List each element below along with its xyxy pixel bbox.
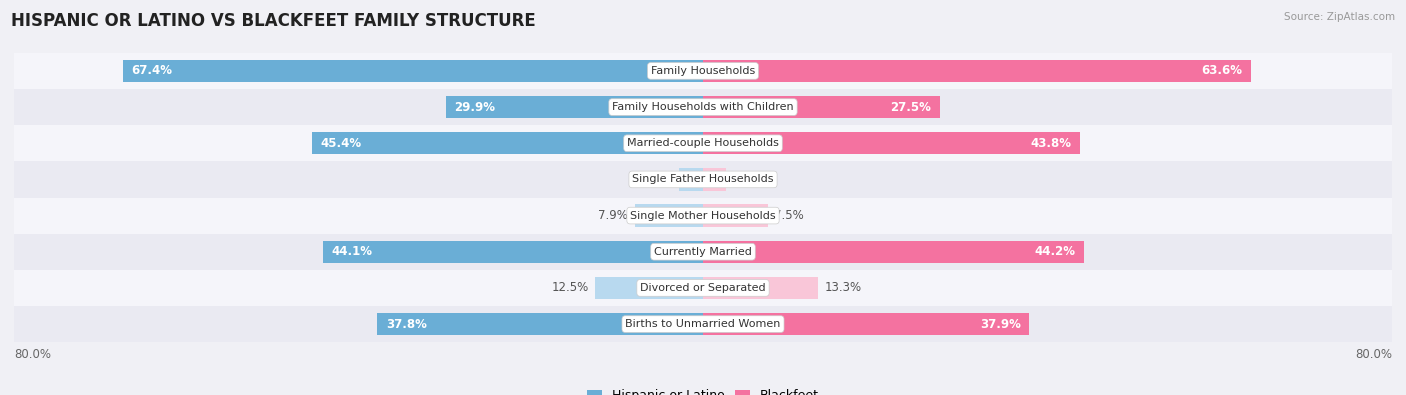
Text: 13.3%: 13.3% [824, 281, 862, 294]
Text: 45.4%: 45.4% [321, 137, 361, 150]
Text: HISPANIC OR LATINO VS BLACKFEET FAMILY STRUCTURE: HISPANIC OR LATINO VS BLACKFEET FAMILY S… [11, 12, 536, 30]
Text: Source: ZipAtlas.com: Source: ZipAtlas.com [1284, 12, 1395, 22]
Bar [703, 241, 1084, 263]
Text: 29.9%: 29.9% [454, 101, 495, 114]
Text: Currently Married: Currently Married [654, 247, 752, 257]
Text: 63.6%: 63.6% [1201, 64, 1241, 77]
Text: Married-couple Households: Married-couple Households [627, 138, 779, 148]
Bar [377, 313, 703, 335]
Bar [703, 132, 1080, 154]
Bar [14, 125, 1392, 161]
Text: Divorced or Separated: Divorced or Separated [640, 283, 766, 293]
Text: 43.8%: 43.8% [1031, 137, 1071, 150]
Text: 80.0%: 80.0% [1355, 348, 1392, 361]
Bar [703, 168, 727, 191]
Bar [703, 313, 1029, 335]
Text: 27.5%: 27.5% [890, 101, 931, 114]
Text: Family Households with Children: Family Households with Children [612, 102, 794, 112]
Bar [703, 277, 817, 299]
Text: 7.5%: 7.5% [775, 209, 804, 222]
Bar [703, 204, 768, 227]
Bar [14, 161, 1392, 198]
Text: Births to Unmarried Women: Births to Unmarried Women [626, 319, 780, 329]
Bar [636, 204, 703, 227]
Bar [14, 270, 1392, 306]
Legend: Hispanic or Latino, Blackfeet: Hispanic or Latino, Blackfeet [582, 384, 824, 395]
Bar [14, 53, 1392, 89]
Bar [703, 60, 1251, 82]
Bar [122, 60, 703, 82]
Text: 7.9%: 7.9% [598, 209, 628, 222]
Text: Single Mother Households: Single Mother Households [630, 211, 776, 220]
Text: 2.8%: 2.8% [643, 173, 672, 186]
Bar [312, 132, 703, 154]
Text: 44.2%: 44.2% [1033, 245, 1076, 258]
Text: 37.9%: 37.9% [980, 318, 1021, 331]
Text: 37.8%: 37.8% [387, 318, 427, 331]
Bar [446, 96, 703, 118]
Text: Family Households: Family Households [651, 66, 755, 76]
Bar [14, 198, 1392, 234]
Bar [14, 234, 1392, 270]
Bar [679, 168, 703, 191]
Bar [323, 241, 703, 263]
Text: 44.1%: 44.1% [332, 245, 373, 258]
Bar [14, 89, 1392, 125]
Text: Single Father Households: Single Father Households [633, 175, 773, 184]
Text: 67.4%: 67.4% [131, 64, 172, 77]
Bar [14, 306, 1392, 342]
Text: 2.7%: 2.7% [733, 173, 763, 186]
Text: 12.5%: 12.5% [551, 281, 589, 294]
Text: 80.0%: 80.0% [14, 348, 51, 361]
Bar [595, 277, 703, 299]
Bar [703, 96, 939, 118]
